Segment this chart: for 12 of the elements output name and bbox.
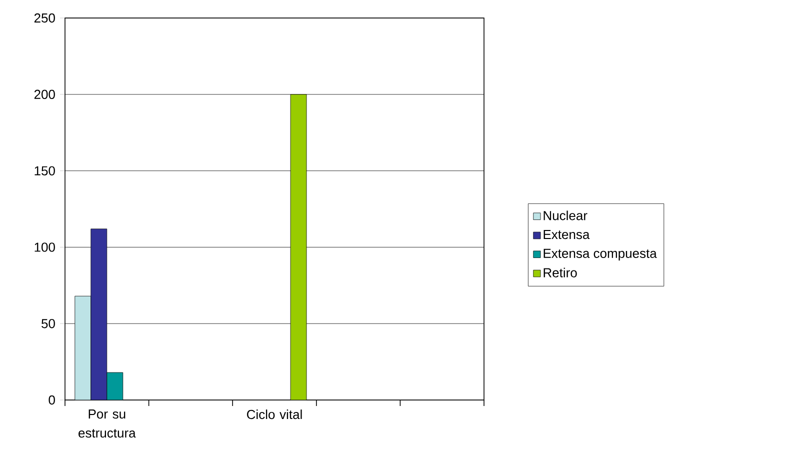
- x-tick-label: Ciclo vital: [246, 410, 302, 420]
- legend-label: Extensa: [544, 230, 590, 240]
- y-tick-label: 100: [34, 242, 55, 252]
- legend-label: Extensa compuesta: [544, 248, 657, 261]
- x-tick-label: Por su estructura: [78, 410, 136, 438]
- legend-label: Retiro: [544, 268, 577, 278]
- y-tick-label: 50: [42, 318, 55, 328]
- y-tick-label: 200: [34, 90, 55, 99]
- y-tick-label: 250: [34, 13, 55, 23]
- legend-label: Nuclear: [544, 210, 588, 220]
- y-tick-label: 0: [48, 395, 55, 405]
- y-tick-label: 150: [34, 166, 55, 176]
